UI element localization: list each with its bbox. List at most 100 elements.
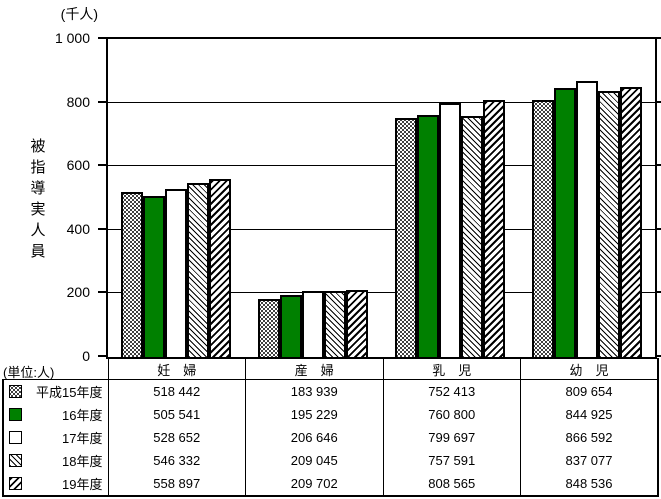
bar (121, 192, 144, 357)
category-label: 妊 婦 (107, 358, 246, 380)
y-axis-tick-right (657, 291, 661, 293)
bars-layer (108, 39, 655, 357)
category-header-row: 妊 婦産 婦乳 児幼 児 (3, 358, 659, 380)
value-cell: 808 565 (382, 472, 521, 497)
legend-swatch-icon (9, 385, 22, 398)
bar (209, 179, 232, 357)
plot-area (106, 37, 657, 359)
y-axis-tick-label: 800 (66, 94, 90, 110)
bar-group (382, 100, 519, 357)
table-row: 16年度 505 541 195 229 760 800 844 925 (2, 403, 659, 426)
bar (553, 88, 576, 357)
bar (531, 100, 554, 357)
value-cell: 809 654 (520, 379, 659, 403)
y-axis-tick-label: 400 (66, 221, 90, 237)
value-cell: 528 652 (107, 426, 246, 449)
legend-swatch-icon (9, 408, 22, 421)
category-label: 乳 児 (382, 358, 521, 380)
category-label: 産 婦 (245, 358, 384, 380)
y-axis-title-char: 実 (30, 201, 46, 218)
legend-entry: 平成15年度 (4, 382, 108, 401)
y-axis-tick-right (657, 164, 661, 166)
bar (438, 103, 461, 357)
value-cell: 209 045 (245, 449, 384, 472)
gridline (108, 292, 655, 294)
bar (346, 290, 369, 357)
table-row: 17年度 528 652 206 646 799 697 866 592 (2, 426, 659, 449)
bar (460, 116, 483, 357)
legend-series-label: 18年度 (62, 454, 103, 469)
legend-cell: 17年度 (2, 426, 109, 449)
y-axis-tick-left (98, 228, 106, 230)
y-axis-tick-left (98, 355, 106, 357)
values-unit-note: (単位:人) (3, 365, 55, 380)
value-cell: 558 897 (107, 472, 246, 497)
bar (187, 183, 210, 357)
y-axis-title-char: 導 (30, 180, 46, 197)
y-axis-tick-left (98, 37, 106, 39)
value-cell: 546 332 (107, 449, 246, 472)
legend-series-label: 16年度 (62, 408, 103, 423)
y-axis-title-char: 人 (30, 222, 46, 239)
bar-group (245, 290, 382, 357)
table-row: 平成15年度 518 442 183 939 752 413 809 654 (2, 379, 659, 403)
value-cell: 752 413 (382, 379, 521, 403)
gridlines (108, 39, 655, 357)
value-cell: 799 697 (382, 426, 521, 449)
value-cell: 844 925 (520, 403, 659, 426)
data-table-body: 妊 婦産 婦乳 児幼 児平成15年度 518 442 183 939 752 413 8… (2, 358, 659, 497)
legend-swatch-icon (9, 454, 22, 467)
table-row: 18年度 546 332 209 045 757 591 837 077 (2, 449, 659, 472)
legend-swatch-icon (9, 431, 22, 444)
value-cell: 206 646 (245, 426, 384, 449)
bar (165, 189, 188, 357)
legend-entry: 19年度 (4, 474, 108, 493)
y-axis-tick-left (98, 101, 106, 103)
y-axis-title-char: 被 (30, 138, 46, 155)
bar (280, 295, 303, 357)
legend-series-label: 19年度 (62, 477, 103, 492)
legend-cell: 18年度 (2, 449, 109, 472)
legend-entry: 17年度 (4, 428, 108, 447)
y-axis-unit-label: (千人) (60, 6, 98, 22)
gridline (108, 228, 655, 230)
value-cell: 195 229 (245, 403, 384, 426)
gridline (108, 101, 655, 103)
value-cell: 505 541 (107, 403, 246, 426)
y-axis-tick-right (657, 355, 661, 357)
bar (258, 299, 281, 357)
y-axis-tick-label: 200 (66, 284, 90, 300)
legend-series-label: 平成15年度 (36, 385, 103, 400)
bar-group (108, 179, 245, 357)
bar-group (518, 81, 655, 357)
y-axis-tick-left (98, 164, 106, 166)
bar (394, 118, 417, 357)
y-axis-title-char: 員 (30, 243, 46, 260)
bar (302, 291, 325, 357)
y-axis-tick-left (98, 291, 106, 293)
bar (482, 100, 505, 357)
value-cell: 866 592 (520, 426, 659, 449)
legend-cell: 平成15年度 (2, 379, 109, 403)
value-cell: 183 939 (245, 379, 384, 403)
value-cell: 760 800 (382, 403, 521, 426)
value-cell: 837 077 (520, 449, 659, 472)
category-label: 幼 児 (520, 358, 659, 380)
data-table: 妊 婦産 婦乳 児幼 児平成15年度 518 442 183 939 752 413 8… (2, 358, 659, 497)
y-axis-tick-label: 600 (66, 157, 90, 173)
y-axis-tick-right (657, 37, 661, 39)
value-cell: 757 591 (382, 449, 521, 472)
legend-entry: 18年度 (4, 451, 108, 470)
y-axis-title-char: 指 (30, 159, 46, 176)
table-row: 19年度 558 897 209 702 808 565 848 536 (2, 472, 659, 497)
bar (597, 91, 620, 357)
value-cell: 848 536 (520, 472, 659, 497)
value-cell: 209 702 (245, 472, 384, 497)
y-axis-title: 被指導実人員 (28, 139, 48, 259)
y-axis-tick-label: 1 000 (54, 30, 90, 46)
legend-entry: 16年度 (4, 405, 108, 424)
y-axis-tick-right (657, 228, 661, 230)
bar (143, 196, 166, 357)
legend-cell: 16年度 (2, 403, 109, 426)
